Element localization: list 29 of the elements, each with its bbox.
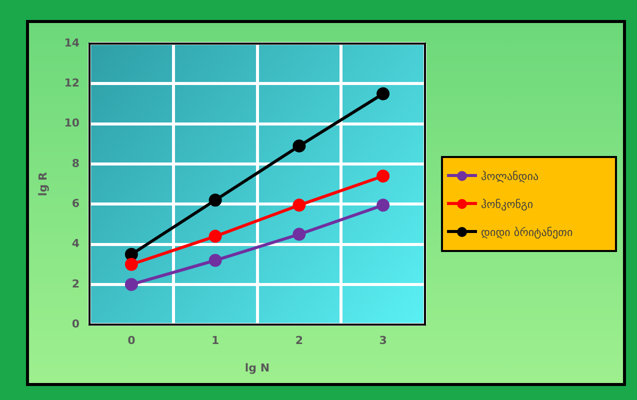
y-tick-label: 0: [72, 317, 80, 330]
x-tick-label: 1: [211, 334, 220, 348]
y-tick-label: 14: [64, 36, 80, 50]
y-tick-label: 4: [72, 237, 80, 250]
point: [208, 230, 222, 243]
y-axis-title: lg R: [36, 172, 50, 196]
point: [208, 254, 222, 267]
y-tick-label: 2: [72, 277, 80, 290]
legend-label: ჰონკონგი: [481, 198, 534, 210]
y-tick-label: 8: [72, 156, 80, 170]
x-tick-label: 2: [295, 334, 304, 348]
x-axis-title: lg N: [244, 361, 270, 374]
x-tick-label: 3: [379, 334, 387, 348]
point: [124, 278, 138, 291]
point: [292, 139, 306, 152]
point: [292, 198, 306, 212]
x-tick-label: 0: [128, 334, 136, 348]
point: [124, 258, 138, 271]
y-tick-label: 10: [64, 116, 80, 130]
point: [376, 170, 390, 183]
y-tick-label: 6: [72, 197, 80, 210]
y-tick-label: 12: [64, 76, 80, 90]
point: [208, 194, 222, 207]
point: [292, 228, 306, 241]
legend-label: დიდი ბრიტანეთი: [481, 226, 573, 238]
legend-label: ჰოლანდია: [481, 170, 539, 182]
point: [124, 248, 138, 261]
point: [376, 87, 390, 100]
point: [376, 198, 390, 212]
